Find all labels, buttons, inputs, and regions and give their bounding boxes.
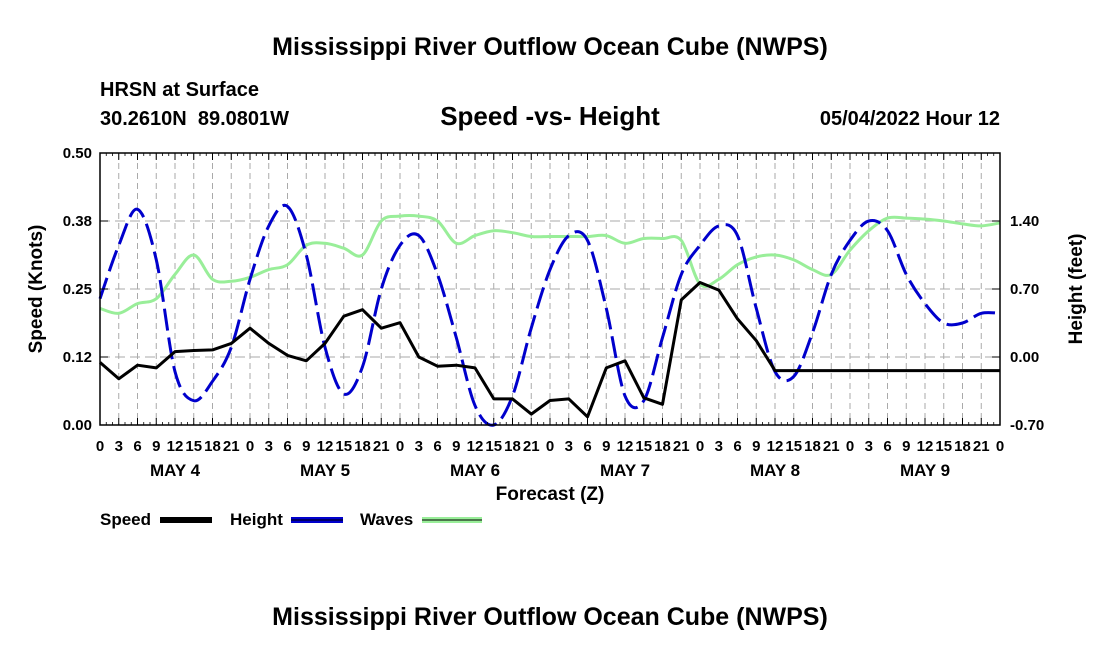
x-tick-label: 15 — [635, 438, 652, 455]
x-tick-label: 9 — [302, 438, 310, 455]
x-tick-label: 6 — [583, 438, 591, 455]
x-tick-label: 12 — [317, 438, 334, 455]
day-label: MAY 5 — [300, 461, 350, 480]
day-label: MAY 7 — [600, 461, 650, 480]
station-name: HRSN at Surface — [100, 79, 259, 101]
y-tick-label: 0.12 — [63, 349, 92, 366]
x-tick-label: 9 — [902, 438, 910, 455]
x-tick-label: 18 — [204, 438, 221, 455]
bottom-title: Mississippi River Outflow Ocean Cube (NW… — [272, 603, 828, 631]
y-tick-label: 0.50 — [63, 145, 92, 162]
x-tick-label: 3 — [715, 438, 723, 455]
y2-tick-label: 0.70 — [1010, 281, 1039, 298]
x-tick-label: 3 — [115, 438, 123, 455]
y2-tick-label: -0.70 — [1010, 417, 1044, 434]
x-tick-label: 21 — [673, 438, 690, 455]
x-tick-label: 9 — [752, 438, 760, 455]
day-label: MAY 8 — [750, 461, 800, 480]
x-tick-label: 6 — [433, 438, 441, 455]
day-label: MAY 4 — [150, 461, 201, 480]
x-tick-label: 0 — [96, 438, 104, 455]
x-tick-label: 3 — [565, 438, 573, 455]
x-tick-label: 9 — [452, 438, 460, 455]
chart-subtitle: Speed -vs- Height — [440, 101, 660, 131]
y2-tick-label: 0.00 — [1010, 349, 1039, 366]
x-tick-label: 3 — [415, 438, 423, 455]
x-tick-label: 21 — [373, 438, 390, 455]
x-tick-label: 0 — [546, 438, 554, 455]
run-time: 05/04/2022 Hour 12 — [820, 108, 1000, 130]
grid — [100, 153, 1000, 426]
x-axis-label: Forecast (Z) — [496, 484, 605, 505]
x-tick-label: 21 — [823, 438, 840, 455]
x-tick-label: 15 — [935, 438, 952, 455]
x-tick-label: 3 — [865, 438, 873, 455]
x-tick-label: 18 — [804, 438, 821, 455]
x-tick-label: 21 — [523, 438, 540, 455]
day-label: MAY 6 — [450, 461, 500, 480]
x-tick-label: 0 — [696, 438, 704, 455]
x-tick-label: 18 — [954, 438, 971, 455]
x-tick-label: 12 — [617, 438, 634, 455]
x-tick-label: 12 — [467, 438, 484, 455]
speed-line — [99, 281, 1000, 419]
x-tick-label: 0 — [846, 438, 854, 455]
x-tick-label: 12 — [167, 438, 184, 455]
x-tick-label: 15 — [785, 438, 802, 455]
x-tick-label: 12 — [917, 438, 934, 455]
y-tick-label: 0.00 — [63, 417, 92, 434]
x-tick-label: 6 — [133, 438, 141, 455]
x-tick-label: 15 — [485, 438, 502, 455]
legend: Speed Height Waves — [100, 510, 482, 529]
x-tick-label: 21 — [223, 438, 240, 455]
legend-speed-label: Speed — [100, 510, 151, 529]
x-tick-label: 12 — [767, 438, 784, 455]
x-tick-label: 18 — [354, 438, 371, 455]
x-tick-label: 15 — [185, 438, 202, 455]
ticks: 0 3 6 9 12 15 18 21 0 3 6 9 12 15 18 21 0 3 6 9 12 15 18 21 0 3 6 9… — [63, 145, 1044, 480]
x-tick-label: 18 — [504, 438, 521, 455]
x-tick-label: 0 — [996, 438, 1004, 455]
day-label: MAY 9 — [900, 461, 950, 480]
legend-waves-label: Waves — [360, 510, 413, 529]
x-tick-label: 0 — [396, 438, 404, 455]
y2-axis-label: Height (feet) — [1066, 234, 1087, 345]
x-tick-label: 21 — [973, 438, 990, 455]
y2-tick-label: 1.40 — [1010, 213, 1039, 230]
x-tick-label: 18 — [654, 438, 671, 455]
x-tick-label: 0 — [246, 438, 254, 455]
x-tick-label: 15 — [335, 438, 352, 455]
y-axis-label: Speed (Knots) — [26, 225, 47, 354]
legend-height-label: Height — [230, 510, 283, 529]
x-tick-label: 6 — [283, 438, 291, 455]
height-line — [98, 203, 1001, 427]
y-tick-label: 0.38 — [63, 213, 92, 230]
x-tick-label: 9 — [152, 438, 160, 455]
y-tick-label: 0.25 — [63, 281, 92, 298]
x-tick-label: 6 — [733, 438, 741, 455]
series-group — [98, 203, 1001, 427]
x-tick-label: 9 — [602, 438, 610, 455]
x-tick-label: 3 — [265, 438, 273, 455]
x-tick-label: 6 — [883, 438, 891, 455]
main-title: Mississippi River Outflow Ocean Cube (NW… — [272, 33, 828, 61]
station-coords: 30.2610N 89.0801W — [100, 108, 289, 130]
